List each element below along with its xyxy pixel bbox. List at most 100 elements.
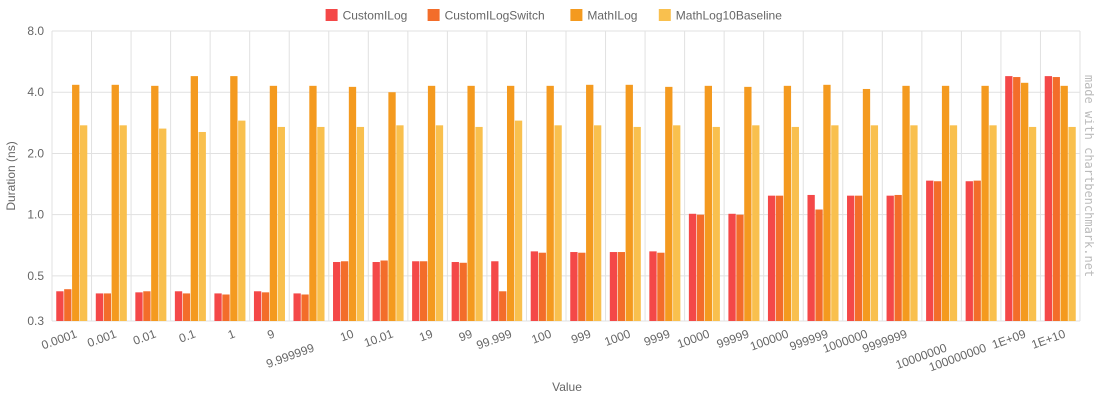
bar-customilog-0-0001[interactable] [56, 291, 64, 321]
bar-mathlog10baseline-9999999[interactable] [910, 125, 918, 321]
bar-customilogswitch-10-01[interactable] [380, 260, 388, 321]
legend-item-customilog[interactable]: CustomILog [325, 9, 408, 23]
bar-mathlog10baseline-999[interactable] [593, 125, 602, 321]
bar-customilogswitch-100000[interactable] [775, 195, 784, 321]
bar-customilogswitch-1e-09[interactable] [1013, 77, 1021, 321]
bar-customilog-0-1[interactable] [174, 291, 183, 321]
bar-mathlog10baseline-9-999999[interactable] [317, 126, 325, 321]
bar-customilogswitch-1e-10[interactable] [1052, 77, 1060, 321]
bar-mathilog-999999[interactable] [823, 84, 831, 322]
bar-customilog-9-999999[interactable] [293, 293, 301, 321]
bar-mathlog10baseline-0-001[interactable] [119, 125, 127, 321]
bar-customilog-1e-10[interactable] [1044, 76, 1053, 321]
bar-customilogswitch-100000000[interactable] [973, 180, 981, 321]
bar-customilog-99999[interactable] [728, 213, 736, 321]
bar-customilog-9[interactable] [253, 291, 262, 321]
bar-customilogswitch-999[interactable] [578, 252, 586, 321]
bar-mathilog-1e-10[interactable] [1060, 85, 1068, 321]
bar-customilog-1[interactable] [214, 293, 222, 321]
bar-mathilog-9-999999[interactable] [309, 85, 317, 321]
bar-mathilog-10-01[interactable] [388, 92, 396, 321]
bar-mathlog10baseline-19[interactable] [435, 125, 444, 321]
bar-mathlog10baseline-99999[interactable] [752, 125, 760, 321]
bar-mathilog-1[interactable] [230, 76, 238, 321]
bar-customilogswitch-0-01[interactable] [143, 291, 151, 321]
legend-item-customilogswitch[interactable]: CustomILogSwitch [427, 9, 545, 23]
bar-mathilog-1000[interactable] [625, 84, 633, 322]
bar-mathlog10baseline-10000000[interactable] [949, 125, 958, 321]
bar-customilogswitch-0-001[interactable] [103, 293, 112, 321]
bar-customilog-1e-09[interactable] [1005, 76, 1013, 321]
bar-customilogswitch-99999[interactable] [736, 214, 744, 321]
bar-mathilog-0-0001[interactable] [72, 84, 80, 322]
bar-mathilog-9999[interactable] [665, 86, 673, 322]
bar-customilogswitch-9[interactable] [261, 292, 270, 321]
bar-customilog-99[interactable] [451, 262, 459, 321]
bar-customilog-999999[interactable] [807, 194, 815, 321]
bar-mathlog10baseline-1[interactable] [238, 120, 246, 322]
bar-mathlog10baseline-10000[interactable] [712, 126, 720, 321]
bar-mathlog10baseline-99[interactable] [475, 126, 483, 321]
bar-customilogswitch-10000[interactable] [696, 214, 705, 321]
bar-customilog-10[interactable] [333, 262, 341, 321]
bar-mathilog-10000000[interactable] [941, 85, 950, 321]
bar-mathlog10baseline-9999[interactable] [673, 125, 681, 321]
bar-mathilog-1000000[interactable] [862, 88, 871, 321]
legend[interactable]: CustomILog CustomILogSwitch MathILog MathLo… [325, 9, 783, 23]
bar-mathilog-0-01[interactable] [151, 85, 159, 321]
bar-customilog-100000[interactable] [767, 195, 776, 321]
bar-mathlog10baseline-1e-09[interactable] [1028, 126, 1037, 321]
legend-item-mathlog10baseline[interactable]: MathLog10Baseline [658, 9, 782, 23]
bar-mathlog10baseline-1e-10[interactable] [1068, 126, 1076, 321]
bar-customilog-0-01[interactable] [135, 292, 143, 321]
bar-customilog-100000000[interactable] [965, 181, 973, 321]
bar-customilog-10000000[interactable] [926, 180, 934, 321]
bar-mathlog10baseline-10-01[interactable] [396, 125, 404, 321]
bar-customilogswitch-10000000[interactable] [934, 181, 942, 321]
bar-customilogswitch-1[interactable] [222, 294, 230, 321]
bar-mathilog-999[interactable] [586, 84, 594, 322]
bar-customilogswitch-10[interactable] [340, 261, 349, 321]
bar-mathilog-99-999[interactable] [506, 85, 515, 321]
bar-customilog-10-01[interactable] [372, 262, 380, 321]
bar-mathlog10baseline-100[interactable] [554, 125, 562, 321]
bar-customilog-999[interactable] [570, 252, 578, 321]
bar-customilog-1000[interactable] [609, 252, 618, 321]
bar-mathlog10baseline-1000[interactable] [633, 126, 641, 321]
bar-customilogswitch-9-999999[interactable] [301, 294, 309, 321]
bar-customilogswitch-19[interactable] [420, 261, 428, 321]
bar-mathlog10baseline-0-01[interactable] [159, 128, 167, 321]
bar-customilogswitch-9999[interactable] [657, 252, 665, 321]
bar-mathilog-9999999[interactable] [902, 85, 910, 321]
bar-mathilog-99[interactable] [467, 85, 475, 321]
bar-customilog-10000[interactable] [688, 213, 697, 321]
bar-mathlog10baseline-0-0001[interactable] [79, 125, 88, 321]
bar-customilog-100[interactable] [530, 251, 539, 321]
bar-customilog-1000000[interactable] [847, 195, 855, 321]
bar-mathlog10baseline-0-1[interactable] [198, 131, 206, 321]
bar-customilogswitch-9999999[interactable] [894, 194, 902, 321]
bar-customilogswitch-0-1[interactable] [182, 293, 191, 321]
bar-mathilog-19[interactable] [427, 85, 436, 321]
bar-customilogswitch-1000[interactable] [617, 252, 626, 321]
bar-mathlog10baseline-1000000[interactable] [870, 125, 879, 321]
bar-customilogswitch-1000000[interactable] [854, 195, 863, 321]
legend-item-mathilog[interactable]: MathILog [570, 9, 637, 23]
bar-mathlog10baseline-999999[interactable] [831, 125, 839, 321]
bar-mathlog10baseline-9[interactable] [277, 126, 285, 321]
bar-mathilog-0-1[interactable] [190, 76, 198, 321]
bar-mathlog10baseline-10[interactable] [356, 126, 365, 321]
bar-mathilog-100000000[interactable] [981, 85, 989, 321]
bar-customilogswitch-99-999[interactable] [499, 291, 507, 321]
bar-mathilog-10[interactable] [348, 86, 357, 322]
bar-customilog-0-001[interactable] [95, 293, 104, 321]
bar-mathilog-9[interactable] [269, 85, 278, 321]
bar-mathilog-100000[interactable] [783, 85, 792, 321]
bar-customilogswitch-0-0001[interactable] [64, 289, 72, 321]
bar-mathilog-100[interactable] [546, 85, 554, 321]
bar-customilogswitch-99[interactable] [459, 262, 467, 321]
bar-customilog-19[interactable] [412, 261, 420, 321]
bar-mathlog10baseline-99-999[interactable] [514, 120, 523, 322]
bar-customilog-9999999[interactable] [886, 195, 894, 321]
bar-customilog-9999[interactable] [649, 251, 657, 321]
